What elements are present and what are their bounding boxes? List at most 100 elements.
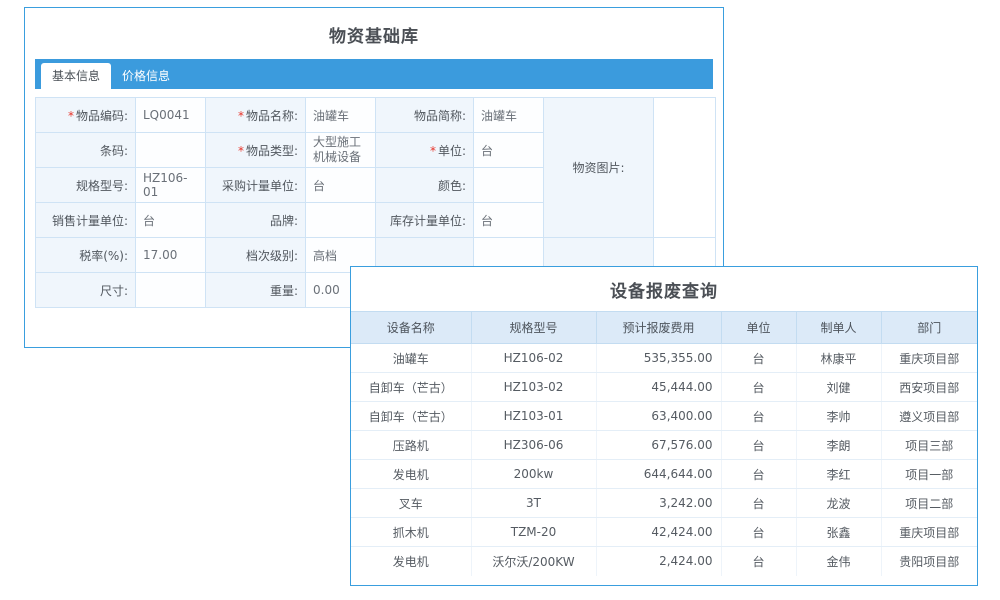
cell-scrap-cost: 45,444.00 <box>596 372 722 402</box>
cell-equipment-name[interactable]: 油罐车 <box>351 343 472 373</box>
field-label-item-name: * 物品名称: <box>205 97 306 133</box>
cell-maker[interactable]: 龙波 <box>796 488 882 518</box>
cell-maker[interactable]: 李帅 <box>796 401 882 431</box>
cell-equipment-name[interactable]: 抓木机 <box>351 517 472 547</box>
table-row[interactable]: 发电机 沃尔沃/200KW 2,424.00 台金伟 贵阳项目部 <box>351 546 977 576</box>
field-value-item-type[interactable]: 大型施工机械设备 <box>305 132 376 168</box>
field-label-weight: 重量: <box>205 272 306 308</box>
cell-equipment-name[interactable]: 叉车 <box>351 488 472 518</box>
column-header-unit[interactable]: 单位 <box>721 311 797 344</box>
field-label-unit: * 单位: <box>375 132 474 168</box>
field-value-tax-rate[interactable]: 17.00 <box>135 237 206 273</box>
field-value-color[interactable] <box>473 167 544 203</box>
form-row: 条码: * 物品类型: 大型施工机械设备 * 单位: 台 <box>35 132 716 168</box>
field-value-item-code[interactable]: LQ0041 <box>135 97 206 133</box>
cell-equipment-name[interactable]: 压路机 <box>351 430 472 460</box>
field-label-brand: 品牌: <box>205 202 306 238</box>
required-marker: * <box>429 143 436 158</box>
field-label-tax-rate: 税率(%): <box>35 237 136 273</box>
field-label-item-shortname: 物品简称: <box>375 97 474 133</box>
field-value-barcode[interactable] <box>135 132 206 168</box>
form-row: * 物品编码: LQ0041 * 物品名称: 油罐车 物品简称: 油罐车 物资图片: <box>35 97 716 238</box>
field-label-barcode: 条码: <box>35 132 136 168</box>
cell-equipment-name[interactable]: 自卸车（芒古） <box>351 372 472 402</box>
field-label-grade-level: 档次级别: <box>205 237 306 273</box>
field-value-item-shortname[interactable]: 油罐车 <box>473 97 544 133</box>
field-value-unit[interactable]: 台 <box>473 132 544 168</box>
field-value-purchase-unit[interactable]: 台 <box>305 167 376 203</box>
cell-unit: 台 <box>721 517 797 547</box>
cell-equipment-name[interactable]: 发电机 <box>351 459 472 489</box>
cell-spec-model: HZ306-06 <box>471 430 597 460</box>
cell-scrap-cost: 3,242.00 <box>596 488 722 518</box>
cell-maker[interactable]: 金伟 <box>796 546 882 576</box>
cell-department: 贵阳项目部 <box>899 554 960 569</box>
material-base-panel: 物资基础库 基本信息 价格信息 * 物品编码: LQ0041 * 物品名称: 油罐车… <box>24 7 724 348</box>
cell-department: 项目二部 <box>881 488 977 518</box>
cell-unit: 台 <box>721 546 797 576</box>
cell-equipment-name[interactable]: 自卸车（芒古） <box>351 401 472 431</box>
table-row[interactable]: 压路机 HZ306-06 67,576.00 台李朗 项目三部 <box>351 430 977 460</box>
form-row: 规格型号: HZ106-01 采购计量单位: 台 颜色: <box>35 167 716 203</box>
table-row[interactable]: 叉车 3T 3,242.00 台龙波 项目二部 <box>351 488 977 518</box>
cell-unit: 台 <box>721 459 797 489</box>
cell-department: 项目一部 <box>881 459 977 489</box>
field-label-color: 颜色: <box>375 167 474 203</box>
cell-scrap-cost: 2,424.00 <box>596 546 722 576</box>
cell-unit: 台 <box>721 372 797 402</box>
scrap-results-table: 设备名称 规格型号 预计报废费用 单位 制单人 部门 油罐车 HZ106-02 53… <box>351 311 977 576</box>
cell-scrap-cost: 535,355.00 <box>596 343 722 373</box>
cell-maker[interactable]: 刘健 <box>796 372 882 402</box>
page-title: 物资基础库 <box>329 27 419 47</box>
column-header-spec-model[interactable]: 规格型号 <box>471 311 597 344</box>
cell-unit: 台 <box>721 401 797 431</box>
cell-spec-model: TZM-20 <box>471 517 597 547</box>
cell-maker[interactable]: 林康平 <box>796 343 882 373</box>
cell-maker[interactable]: 张鑫 <box>796 517 882 547</box>
field-label-spec-model: 规格型号: <box>35 167 136 203</box>
cell-scrap-cost: 67,576.00 <box>596 430 722 460</box>
field-value-size[interactable] <box>135 272 206 308</box>
table-row[interactable]: 自卸车（芒古） HZ103-01 63,400.00 台李帅 遵义项目部 <box>351 401 977 431</box>
field-value-stock-unit[interactable]: 台 <box>473 202 544 238</box>
column-header-scrap-cost[interactable]: 预计报废费用 <box>596 311 722 344</box>
cell-department: 重庆项目部 <box>881 517 977 547</box>
cell-department: 项目三部 <box>881 430 977 460</box>
cell-spec-model: 沃尔沃/200KW <box>471 546 597 576</box>
table-row[interactable]: 发电机 200kw 644,644.00 台李红 项目一部 <box>351 459 977 489</box>
field-label-item-code: * 物品编码: <box>35 97 136 133</box>
equipment-scrap-query-panel: 设备报废查询 设备名称 规格型号 预计报废费用 单位 制单人 部门 油罐车 HZ1… <box>350 266 978 586</box>
cell-scrap-cost: 644,644.00 <box>596 459 722 489</box>
field-value-sales-unit[interactable]: 台 <box>135 202 206 238</box>
scrap-panel-title: 设备报废查询 <box>610 282 718 302</box>
field-value-brand[interactable] <box>305 202 376 238</box>
field-value-item-name[interactable]: 油罐车 <box>305 97 376 133</box>
cell-equipment-name[interactable]: 发电机 <box>351 546 472 576</box>
table-row[interactable]: 自卸车（芒古） HZ103-02 45,444.00 台刘健 西安项目部 <box>351 372 977 402</box>
field-label-purchase-unit: 采购计量单位: <box>205 167 306 203</box>
cell-unit: 台 <box>721 343 797 373</box>
cell-spec-model: HZ106-02 <box>471 343 597 373</box>
required-marker: * <box>237 143 244 158</box>
table-row[interactable]: 油罐车 HZ106-02 535,355.00 台林康平 重庆项目部 <box>351 343 977 373</box>
tab-basic-info[interactable]: 基本信息 <box>41 63 112 89</box>
field-label-item-type: * 物品类型: <box>205 132 306 168</box>
cell-maker[interactable]: 李红 <box>796 459 882 489</box>
cell-spec-model: HZ103-02 <box>471 372 597 402</box>
field-value-spec-model[interactable]: HZ106-01 <box>135 167 206 203</box>
field-label-size: 尺寸: <box>35 272 136 308</box>
column-header-equipment-name[interactable]: 设备名称 <box>351 311 472 344</box>
column-header-maker[interactable]: 制单人 <box>796 311 882 344</box>
basic-info-form: * 物品编码: LQ0041 * 物品名称: 油罐车 物品简称: 油罐车 物资图片:… <box>35 97 716 308</box>
cell-maker[interactable]: 李朗 <box>796 430 882 460</box>
field-label-stock-unit: 库存计量单位: <box>375 202 474 238</box>
column-header-department[interactable]: 部门 <box>881 311 977 344</box>
tab-price-info[interactable]: 价格信息 <box>122 69 171 83</box>
required-marker: * <box>237 108 244 123</box>
cell-unit: 台 <box>721 488 797 518</box>
table-row[interactable]: 抓木机 TZM-20 42,424.00 台张鑫 重庆项目部 <box>351 517 977 547</box>
cell-spec-model: 200kw <box>471 459 597 489</box>
cell-spec-model: HZ103-01 <box>471 401 597 431</box>
material-image-slot[interactable] <box>653 97 716 238</box>
cell-department: 西安项目部 <box>881 372 977 402</box>
